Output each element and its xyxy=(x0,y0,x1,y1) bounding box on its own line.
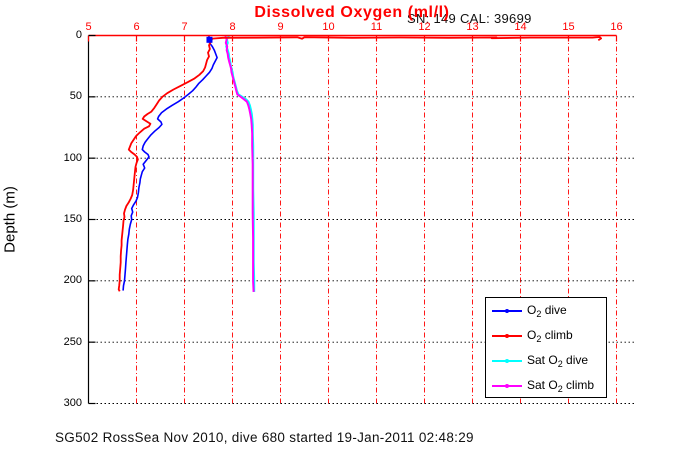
y-tick-label: 300 xyxy=(63,397,82,409)
legend-marker-o2-climb xyxy=(505,333,509,338)
legend-line-sat-o2-dive xyxy=(492,358,522,363)
legend-item-o2-dive: O2 dive xyxy=(486,298,606,323)
x-tick-label: 9 xyxy=(277,21,284,33)
x-tick-label: 16 xyxy=(610,21,623,33)
dive-caption: SG502 RossSea Nov 2010, dive 680 started… xyxy=(55,430,474,445)
y-tick-label: 150 xyxy=(63,213,82,225)
x-tick-label: 6 xyxy=(133,21,140,33)
legend-label-o2-dive: O2 dive xyxy=(527,302,567,319)
legend-label-sat-o2-climb: Sat O2 climb xyxy=(527,377,595,394)
x-tick-label: 14 xyxy=(514,21,527,33)
x-tick-label: 8 xyxy=(229,21,236,33)
legend-marker-sat-o2-dive xyxy=(505,358,509,363)
y-tick-label: 0 xyxy=(75,29,82,41)
legend-line-o2-dive xyxy=(492,308,522,313)
legend-box: O2 dive O2 climb Sat O2 dive Sat O2 clim… xyxy=(485,297,607,398)
x-tick-label: 5 xyxy=(85,21,92,33)
legend-item-sat-o2-dive: Sat O2 dive xyxy=(486,348,606,373)
legend-line-sat-o2-climb xyxy=(492,383,522,388)
legend-marker-sat-o2-climb xyxy=(505,383,509,388)
series-o2-climb xyxy=(117,36,602,292)
series-sat-o2-dive xyxy=(225,35,256,292)
y-tick-label: 250 xyxy=(63,335,82,348)
series-o2-dive xyxy=(122,35,218,291)
legend-label-sat-o2-dive: Sat O2 dive xyxy=(527,352,589,369)
y-axis-label: Depth (m) xyxy=(1,186,19,253)
x-tick-label: 10 xyxy=(322,21,335,33)
y-tick-label: 50 xyxy=(69,90,82,103)
series-sat-o2-climb xyxy=(224,35,255,292)
legend-line-o2-climb xyxy=(492,333,522,338)
legend-item-sat-o2-climb: Sat O2 climb xyxy=(486,373,606,398)
x-tick-label: 15 xyxy=(562,21,575,33)
legend-label-o2-climb: O2 climb xyxy=(527,327,573,344)
x-tick-label: 13 xyxy=(466,21,479,33)
legend-item-o2-climb: O2 climb xyxy=(486,323,606,348)
y-tick-label: 100 xyxy=(63,151,82,164)
y-tick-label: 200 xyxy=(63,274,82,287)
x-tick-label: 11 xyxy=(370,21,383,33)
sensor-cal-annotation: SN: 149 CAL: 39699 xyxy=(407,11,532,26)
x-tick-label: 12 xyxy=(418,21,431,33)
legend-marker-o2-dive xyxy=(505,308,509,313)
x-tick-label: 7 xyxy=(181,21,188,33)
chart-title: Dissolved Oxygen (ml/l) xyxy=(254,4,450,21)
start-point-marker xyxy=(206,36,213,43)
